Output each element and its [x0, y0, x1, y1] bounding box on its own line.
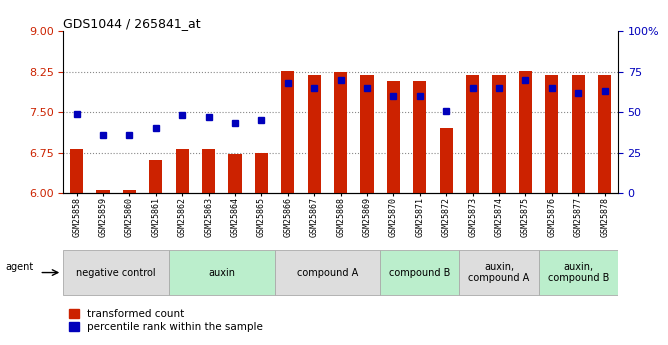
- Bar: [492, 75, 506, 193]
- Text: auxin,
compound B: auxin, compound B: [548, 262, 609, 283]
- Text: GDS1044 / 265841_at: GDS1044 / 265841_at: [63, 17, 201, 30]
- FancyBboxPatch shape: [538, 250, 618, 295]
- Bar: [281, 70, 295, 193]
- Text: auxin,
compound A: auxin, compound A: [468, 262, 530, 283]
- Bar: [202, 149, 215, 193]
- Text: negative control: negative control: [76, 268, 156, 277]
- Bar: [413, 81, 426, 193]
- FancyBboxPatch shape: [169, 250, 275, 295]
- Bar: [176, 149, 189, 193]
- Bar: [308, 75, 321, 193]
- Bar: [466, 75, 480, 193]
- Bar: [149, 160, 162, 193]
- FancyBboxPatch shape: [63, 250, 169, 295]
- Bar: [96, 190, 110, 193]
- Bar: [255, 152, 268, 193]
- FancyBboxPatch shape: [460, 250, 538, 295]
- Legend: transformed count, percentile rank within the sample: transformed count, percentile rank withi…: [69, 309, 263, 332]
- Bar: [440, 128, 453, 193]
- Bar: [361, 75, 373, 193]
- Bar: [70, 149, 84, 193]
- Text: compound A: compound A: [297, 268, 358, 277]
- Bar: [598, 75, 611, 193]
- Bar: [334, 71, 347, 193]
- Text: compound B: compound B: [389, 268, 451, 277]
- FancyBboxPatch shape: [275, 250, 380, 295]
- Bar: [123, 190, 136, 193]
- FancyBboxPatch shape: [380, 250, 460, 295]
- Bar: [387, 81, 400, 193]
- Bar: [572, 75, 585, 193]
- Text: auxin: auxin: [208, 268, 235, 277]
- Text: agent: agent: [5, 262, 33, 272]
- Bar: [545, 75, 558, 193]
- Bar: [519, 70, 532, 193]
- Bar: [228, 154, 242, 193]
